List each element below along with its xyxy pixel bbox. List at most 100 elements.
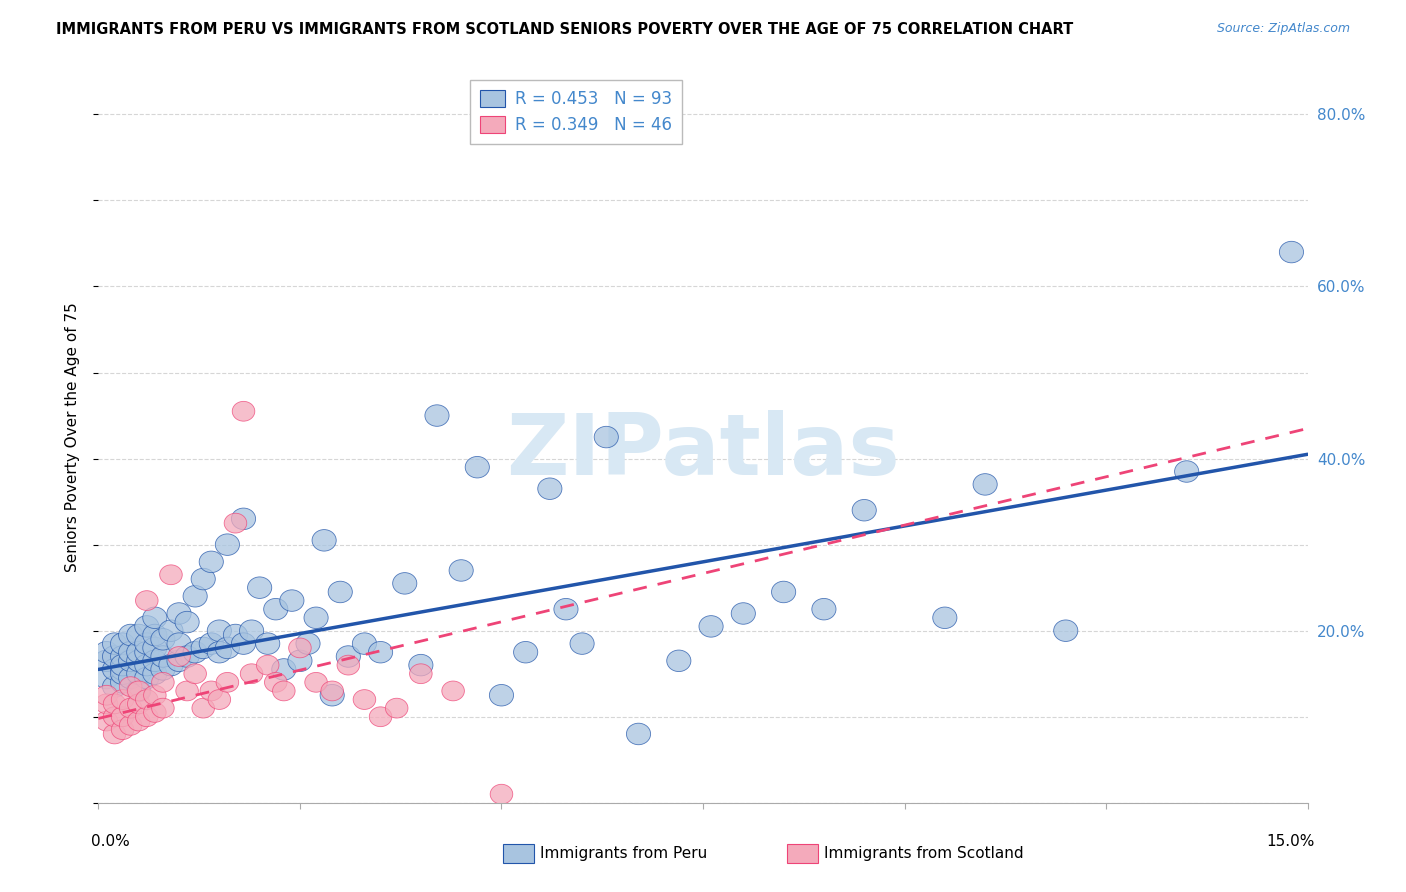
Ellipse shape bbox=[128, 694, 150, 714]
Ellipse shape bbox=[491, 784, 513, 804]
Ellipse shape bbox=[127, 641, 150, 663]
Ellipse shape bbox=[120, 698, 142, 718]
Ellipse shape bbox=[143, 607, 167, 629]
Ellipse shape bbox=[699, 615, 723, 637]
Ellipse shape bbox=[127, 624, 150, 646]
Ellipse shape bbox=[94, 650, 118, 672]
Ellipse shape bbox=[200, 632, 224, 655]
Ellipse shape bbox=[569, 632, 595, 655]
Ellipse shape bbox=[264, 673, 287, 692]
Ellipse shape bbox=[240, 664, 263, 683]
Ellipse shape bbox=[772, 582, 796, 603]
Ellipse shape bbox=[94, 641, 118, 663]
Ellipse shape bbox=[328, 582, 353, 603]
Ellipse shape bbox=[200, 681, 222, 701]
Ellipse shape bbox=[215, 534, 239, 556]
Ellipse shape bbox=[184, 664, 207, 683]
Ellipse shape bbox=[627, 723, 651, 745]
Ellipse shape bbox=[127, 663, 150, 684]
Ellipse shape bbox=[103, 646, 127, 667]
Ellipse shape bbox=[135, 655, 159, 676]
Ellipse shape bbox=[465, 457, 489, 478]
Ellipse shape bbox=[489, 684, 513, 706]
Ellipse shape bbox=[337, 656, 360, 675]
Ellipse shape bbox=[103, 706, 125, 727]
Ellipse shape bbox=[103, 724, 125, 744]
Ellipse shape bbox=[288, 638, 311, 657]
Ellipse shape bbox=[731, 603, 755, 624]
Ellipse shape bbox=[111, 632, 135, 655]
Ellipse shape bbox=[167, 603, 191, 624]
Ellipse shape bbox=[135, 591, 157, 610]
Ellipse shape bbox=[135, 690, 157, 709]
Ellipse shape bbox=[111, 663, 135, 684]
Ellipse shape bbox=[111, 646, 135, 667]
Ellipse shape bbox=[135, 641, 159, 663]
Ellipse shape bbox=[208, 690, 231, 709]
Ellipse shape bbox=[120, 715, 142, 735]
Ellipse shape bbox=[425, 405, 449, 426]
Ellipse shape bbox=[321, 684, 344, 706]
Ellipse shape bbox=[256, 632, 280, 655]
Ellipse shape bbox=[94, 667, 118, 689]
Text: 15.0%: 15.0% bbox=[1267, 834, 1315, 849]
Ellipse shape bbox=[152, 698, 174, 718]
Ellipse shape bbox=[441, 681, 464, 701]
Ellipse shape bbox=[150, 629, 174, 650]
Ellipse shape bbox=[127, 681, 150, 702]
Ellipse shape bbox=[143, 703, 166, 723]
Ellipse shape bbox=[152, 673, 174, 692]
Text: IMMIGRANTS FROM PERU VS IMMIGRANTS FROM SCOTLAND SENIORS POVERTY OVER THE AGE OF: IMMIGRANTS FROM PERU VS IMMIGRANTS FROM … bbox=[56, 22, 1074, 37]
Ellipse shape bbox=[207, 641, 232, 663]
Ellipse shape bbox=[207, 620, 232, 641]
Ellipse shape bbox=[271, 658, 295, 681]
Ellipse shape bbox=[409, 664, 432, 683]
Ellipse shape bbox=[183, 585, 207, 607]
Ellipse shape bbox=[103, 658, 127, 681]
Ellipse shape bbox=[264, 599, 288, 620]
Ellipse shape bbox=[232, 632, 256, 655]
Y-axis label: Seniors Poverty Over the Age of 75: Seniors Poverty Over the Age of 75 bbox=[65, 302, 80, 572]
Ellipse shape bbox=[215, 637, 239, 658]
Ellipse shape bbox=[191, 568, 215, 590]
Ellipse shape bbox=[96, 694, 118, 714]
Ellipse shape bbox=[336, 646, 360, 667]
Ellipse shape bbox=[321, 681, 343, 701]
Ellipse shape bbox=[120, 677, 142, 697]
Ellipse shape bbox=[392, 573, 416, 594]
Ellipse shape bbox=[159, 620, 183, 641]
Ellipse shape bbox=[118, 641, 143, 663]
Ellipse shape bbox=[111, 690, 134, 709]
Ellipse shape bbox=[239, 620, 264, 641]
Ellipse shape bbox=[135, 632, 159, 655]
Ellipse shape bbox=[200, 551, 224, 573]
Ellipse shape bbox=[174, 646, 200, 667]
Ellipse shape bbox=[247, 577, 271, 599]
Ellipse shape bbox=[167, 647, 190, 666]
Ellipse shape bbox=[160, 565, 183, 584]
Ellipse shape bbox=[193, 698, 215, 718]
Ellipse shape bbox=[143, 650, 167, 672]
Ellipse shape bbox=[143, 663, 167, 684]
Ellipse shape bbox=[143, 685, 166, 706]
Ellipse shape bbox=[150, 646, 174, 667]
Ellipse shape bbox=[135, 615, 159, 637]
Ellipse shape bbox=[111, 655, 135, 676]
Ellipse shape bbox=[217, 673, 239, 692]
Ellipse shape bbox=[118, 667, 143, 689]
Ellipse shape bbox=[224, 513, 246, 533]
Ellipse shape bbox=[174, 611, 200, 632]
Ellipse shape bbox=[288, 650, 312, 672]
Ellipse shape bbox=[111, 706, 134, 727]
Ellipse shape bbox=[96, 711, 118, 731]
Ellipse shape bbox=[1174, 461, 1199, 483]
Ellipse shape bbox=[273, 681, 295, 701]
Ellipse shape bbox=[513, 641, 537, 663]
Ellipse shape bbox=[143, 624, 167, 646]
Ellipse shape bbox=[176, 681, 198, 701]
Ellipse shape bbox=[666, 650, 690, 672]
Ellipse shape bbox=[135, 667, 159, 689]
Ellipse shape bbox=[1053, 620, 1078, 641]
Text: ZIPatlas: ZIPatlas bbox=[506, 410, 900, 493]
Ellipse shape bbox=[150, 658, 174, 681]
